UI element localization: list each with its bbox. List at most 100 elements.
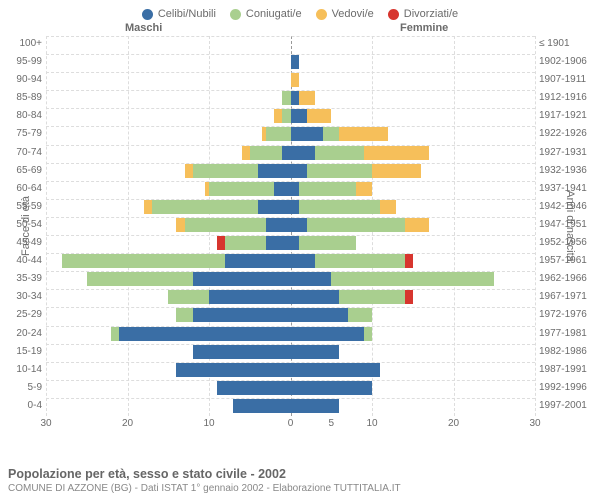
birth-year-label: 1992-1996 xyxy=(539,382,587,393)
legend-dot xyxy=(316,9,327,20)
legend: Celibi/NubiliConiugati/eVedovi/eDivorzia… xyxy=(0,0,600,20)
age-label: 90-94 xyxy=(16,74,42,85)
age-row: 55-591942-1946 xyxy=(46,199,535,217)
bar-female xyxy=(307,109,331,123)
birth-year-label: 1982-1986 xyxy=(539,346,587,357)
bar-male xyxy=(111,327,119,341)
age-label: 15-19 xyxy=(16,346,42,357)
bar-female xyxy=(291,127,324,141)
bar-male xyxy=(282,91,290,105)
age-row: 75-791922-1926 xyxy=(46,126,535,144)
bar-female xyxy=(291,327,364,341)
bar-female xyxy=(372,164,421,178)
bar-male xyxy=(185,218,267,232)
legend-item: Divorziati/e xyxy=(388,8,458,20)
bar-male xyxy=(87,272,193,286)
age-row: 65-691932-1936 xyxy=(46,163,535,181)
bar-male xyxy=(185,164,193,178)
bar-male xyxy=(262,127,266,141)
bar-male xyxy=(168,290,209,304)
bar-male xyxy=(282,146,290,160)
gender-headers: Maschi Femmine xyxy=(0,20,600,36)
age-label: 45-49 xyxy=(16,237,42,248)
age-label: 80-84 xyxy=(16,110,42,121)
legend-item: Celibi/Nubili xyxy=(142,8,216,20)
bar-female xyxy=(291,146,315,160)
birth-year-label: 1987-1991 xyxy=(539,364,587,375)
birth-year-label: 1932-1936 xyxy=(539,165,587,176)
bar-female xyxy=(315,146,364,160)
age-row: 0-41997-2001 xyxy=(46,398,535,416)
bar-male xyxy=(266,218,290,232)
x-tick: 10 xyxy=(203,418,214,429)
age-row: 40-441957-1961 xyxy=(46,253,535,271)
bar-male xyxy=(144,200,152,214)
birth-year-label: 1997-2001 xyxy=(539,400,587,411)
bar-female xyxy=(405,254,413,268)
bar-female xyxy=(364,146,429,160)
age-row: 95-991902-1906 xyxy=(46,54,535,72)
chart-title: Popolazione per età, sesso e stato civil… xyxy=(8,467,401,481)
bar-female xyxy=(291,272,332,286)
birth-year-label: 1952-1956 xyxy=(539,237,587,248)
x-tick: 10 xyxy=(366,418,377,429)
birth-year-label: ≤ 1901 xyxy=(539,38,570,49)
age-row: 60-641937-1941 xyxy=(46,181,535,199)
bar-female xyxy=(331,272,494,286)
x-tick: 30 xyxy=(40,418,51,429)
age-row: 20-241977-1981 xyxy=(46,326,535,344)
bar-female xyxy=(356,182,372,196)
age-row: 80-841917-1921 xyxy=(46,108,535,126)
bar-male xyxy=(233,399,290,413)
age-row: 10-141987-1991 xyxy=(46,362,535,380)
age-label: 75-79 xyxy=(16,128,42,139)
birth-year-label: 1917-1921 xyxy=(539,110,587,121)
bar-male xyxy=(193,164,258,178)
bar-male xyxy=(266,236,290,250)
age-label: 35-39 xyxy=(16,273,42,284)
bar-male xyxy=(217,236,225,250)
bar-female xyxy=(405,290,413,304)
age-label: 65-69 xyxy=(16,165,42,176)
bar-male xyxy=(274,109,282,123)
bar-male xyxy=(193,308,291,322)
age-row: 90-941907-1911 xyxy=(46,72,535,90)
age-label: 70-74 xyxy=(16,147,42,158)
females-header: Femmine xyxy=(400,22,448,34)
bar-male xyxy=(176,218,184,232)
bar-female xyxy=(291,308,348,322)
birth-year-label: 1977-1981 xyxy=(539,328,587,339)
birth-year-label: 1972-1976 xyxy=(539,309,587,320)
birth-year-label: 1927-1931 xyxy=(539,147,587,158)
bar-male xyxy=(176,363,290,377)
age-row: 85-891912-1916 xyxy=(46,90,535,108)
bar-female xyxy=(307,218,405,232)
bar-female xyxy=(299,91,315,105)
age-row: 50-541947-1951 xyxy=(46,217,535,235)
bar-male xyxy=(176,308,192,322)
bar-male xyxy=(266,127,290,141)
birth-year-label: 1942-1946 xyxy=(539,201,587,212)
age-label: 10-14 xyxy=(16,364,42,375)
age-label: 100+ xyxy=(19,38,42,49)
bar-male xyxy=(225,254,290,268)
bar-female xyxy=(291,254,315,268)
bar-female xyxy=(291,200,299,214)
chart-subtitle: COMUNE DI AZZONE (BG) - Dati ISTAT 1° ge… xyxy=(8,483,401,494)
legend-label: Vedovi/e xyxy=(332,8,374,20)
bar-female xyxy=(364,327,372,341)
bar-male xyxy=(242,146,250,160)
age-label: 20-24 xyxy=(16,328,42,339)
age-label: 50-54 xyxy=(16,219,42,230)
x-tick: 30 xyxy=(529,418,540,429)
bar-male xyxy=(205,182,209,196)
age-label: 55-59 xyxy=(16,201,42,212)
bar-female xyxy=(291,290,340,304)
age-row: 5-91992-1996 xyxy=(46,380,535,398)
age-row: 35-391962-1966 xyxy=(46,271,535,289)
bar-female xyxy=(307,164,372,178)
birth-year-label: 1937-1941 xyxy=(539,183,587,194)
legend-label: Celibi/Nubili xyxy=(158,8,216,20)
bar-female xyxy=(291,218,307,232)
x-axis: 30201005102030 xyxy=(46,416,535,436)
